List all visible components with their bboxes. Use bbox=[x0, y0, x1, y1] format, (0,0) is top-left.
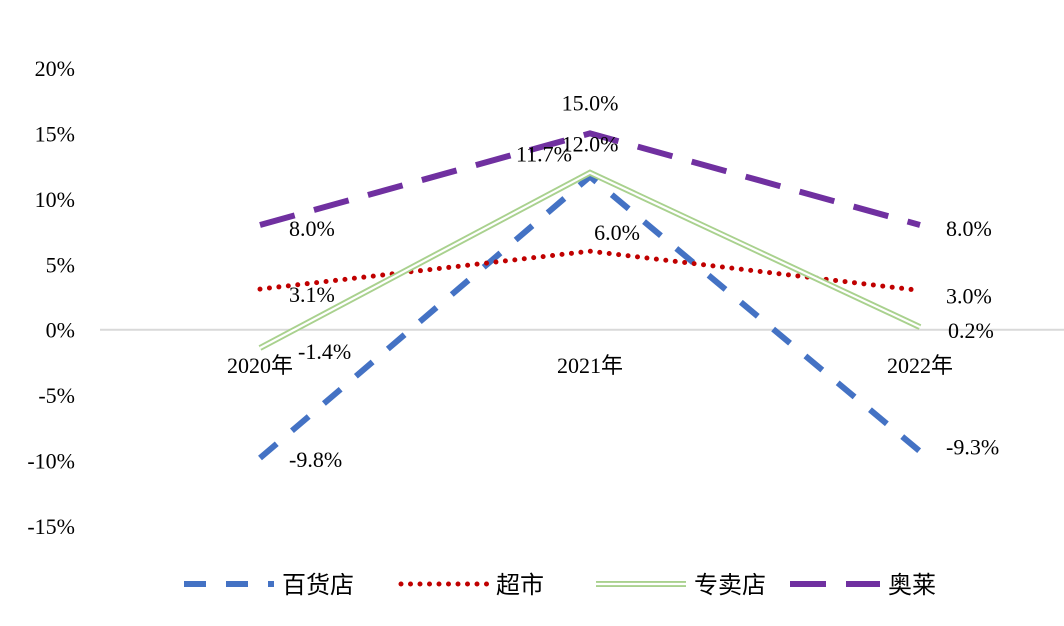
data-label: 12.0% bbox=[562, 132, 619, 157]
x-tick-label: 2022年 bbox=[887, 353, 953, 378]
data-label: 0.2% bbox=[948, 318, 994, 343]
y-tick-label: 15% bbox=[35, 121, 75, 146]
data-label: 8.0% bbox=[289, 216, 335, 241]
data-label: -9.8% bbox=[289, 447, 342, 472]
series-line-3 bbox=[259, 130, 921, 228]
x-tick-label: 2021年 bbox=[557, 353, 623, 378]
legend-label: 百货店 bbox=[282, 571, 354, 599]
data-label: 3.1% bbox=[289, 282, 335, 307]
data-label: -1.4% bbox=[298, 339, 351, 364]
series-line-0 bbox=[258, 172, 922, 461]
data-label: 11.7% bbox=[516, 142, 572, 167]
y-tick-label: 5% bbox=[46, 252, 75, 277]
data-label: 3.0% bbox=[946, 283, 992, 308]
x-tick-label: 2020年 bbox=[227, 353, 293, 378]
y-tick-label: 0% bbox=[46, 318, 75, 343]
data-label: 15.0% bbox=[562, 90, 619, 115]
legend-label: 奥莱 bbox=[888, 571, 936, 599]
series-line-2-inner bbox=[259, 171, 921, 349]
y-tick-label: 10% bbox=[35, 187, 75, 212]
series-line-1 bbox=[257, 248, 923, 293]
legend-label: 专卖店 bbox=[694, 571, 766, 599]
data-label: -9.3% bbox=[946, 434, 999, 459]
y-tick-label: -5% bbox=[38, 383, 75, 408]
data-label: 6.0% bbox=[594, 220, 640, 245]
y-tick-label: -10% bbox=[27, 449, 75, 474]
y-tick-label: -15% bbox=[27, 514, 75, 539]
legend-label: 超市 bbox=[496, 571, 544, 599]
data-label: 8.0% bbox=[946, 216, 992, 241]
y-tick-label: 20% bbox=[35, 56, 75, 81]
